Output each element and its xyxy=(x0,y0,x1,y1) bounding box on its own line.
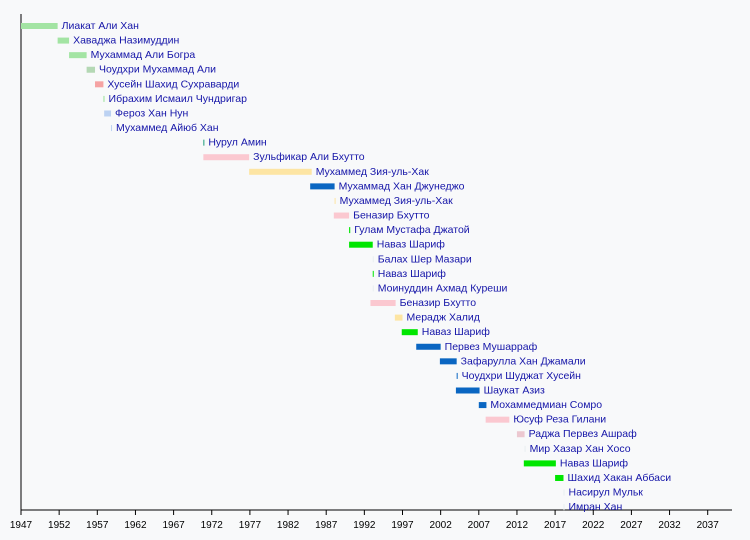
term-bar xyxy=(416,343,441,350)
term-bar xyxy=(349,227,351,234)
x-tick-label: 2002 xyxy=(430,520,453,531)
term-bar xyxy=(310,183,335,190)
term-bar xyxy=(524,445,526,452)
term-bar xyxy=(111,125,113,132)
term-bar xyxy=(86,66,96,73)
x-tick-label: 1992 xyxy=(353,520,376,531)
term-bar xyxy=(334,197,336,204)
x-tick-label: 1962 xyxy=(124,520,147,531)
term-bar xyxy=(563,504,565,511)
term-bar xyxy=(103,95,105,102)
labels-group: Лиакат Али Хан Хаваджа Назимуддин Мухаммад… xyxy=(62,20,672,513)
term-bar xyxy=(455,387,480,394)
x-tick-label: 1947 xyxy=(10,520,33,531)
term-bar xyxy=(104,110,112,117)
x-tick-label: 2037 xyxy=(697,520,720,531)
term-bar xyxy=(203,139,205,146)
term-bar xyxy=(478,402,487,409)
x-tick-label: 1957 xyxy=(86,520,109,531)
term-label: Хусейн Шахид Сухраварди xyxy=(107,78,239,90)
term-label: Лиакат Али Хан xyxy=(62,20,140,32)
term-label: Мухаммад Али Богра xyxy=(91,49,196,61)
term-bar xyxy=(555,474,564,481)
term-label: Мохаммедмиан Сомро xyxy=(490,399,602,411)
term-label: Мухаммед Айюб Хан xyxy=(116,122,219,134)
term-bar xyxy=(394,314,403,321)
x-tick-label: 1987 xyxy=(315,520,338,531)
term-label: Наваз Шариф xyxy=(560,457,629,469)
x-tick-label: 1972 xyxy=(201,520,224,531)
x-tick-label: 2022 xyxy=(582,520,605,531)
term-bar xyxy=(401,329,418,336)
term-label: Мир Хазар Хан Хосо xyxy=(530,443,631,455)
term-bar xyxy=(439,358,457,365)
term-label: Юсуф Реза Гилани xyxy=(513,414,606,426)
term-label: Первез Мушарраф xyxy=(445,341,538,353)
term-bar xyxy=(203,154,250,161)
term-label: Чоудхри Мухаммад Али xyxy=(99,64,216,76)
term-bar xyxy=(349,241,373,248)
term-bar xyxy=(563,489,565,496)
term-bar xyxy=(372,285,374,292)
term-label: Балах Шер Мазари xyxy=(378,253,472,265)
term-bar xyxy=(516,431,525,438)
term-label: Зульфикар Али Бхутто xyxy=(253,151,365,163)
x-tick-label: 2017 xyxy=(544,520,567,531)
x-tick-label: 2027 xyxy=(620,520,643,531)
term-bar xyxy=(69,52,87,59)
term-label: Шаукат Азиз xyxy=(484,385,545,397)
x-tick-label: 1982 xyxy=(277,520,300,531)
term-label: Ибрахим Исмаил Чундригар xyxy=(109,93,248,105)
term-label: Мухаммад Хан Джунеджо xyxy=(339,180,465,192)
term-label: Беназир Бхутто xyxy=(400,297,477,309)
term-bar xyxy=(370,300,396,307)
term-bar xyxy=(372,256,374,263)
x-tick-label: 2007 xyxy=(468,520,491,531)
term-label: Нурул Амин xyxy=(208,137,267,149)
x-tick-label: 1977 xyxy=(239,520,262,531)
x-ticks-group: 1947 1952 1957 1962 1967 1972 1977 1982 1987 1992… xyxy=(10,510,719,531)
term-label: Наваз Шариф xyxy=(377,239,446,251)
x-tick-label: 1952 xyxy=(48,520,71,531)
term-bar xyxy=(372,270,374,277)
x-tick-label: 1997 xyxy=(391,520,414,531)
term-bar xyxy=(456,372,458,379)
term-bar xyxy=(249,168,312,175)
term-label: Чоудхри Шуджат Хусейн xyxy=(462,370,581,382)
term-label: Наваз Шариф xyxy=(422,326,491,338)
x-tick-label: 2032 xyxy=(658,520,681,531)
x-tick-label: 1967 xyxy=(162,520,185,531)
term-label: Мухаммед Зия-уль-Хак xyxy=(316,166,430,178)
term-label: Мухаммед Зия-уль-Хак xyxy=(340,195,454,207)
term-label: Моинуддин Ахмад Куреши xyxy=(378,282,508,294)
term-label: Шахид Хакан Аббаси xyxy=(567,472,671,484)
term-bar xyxy=(95,81,104,88)
term-label: Имран Хан xyxy=(568,501,622,513)
bars-group xyxy=(21,23,565,511)
term-label: Насирул Мульк xyxy=(568,487,643,499)
term-label: Раджа Первез Ашраф xyxy=(529,428,638,440)
term-label: Фероз Хан Нун xyxy=(115,107,189,119)
term-label: Беназир Бхутто xyxy=(353,210,430,222)
term-label: Мерадж Халид xyxy=(407,312,480,324)
term-label: Наваз Шариф xyxy=(378,268,447,280)
term-bar xyxy=(485,416,510,423)
term-bar xyxy=(57,37,70,44)
term-bar xyxy=(21,23,58,29)
term-bar xyxy=(523,460,556,467)
term-label: Гулам Мустафа Джатой xyxy=(354,224,470,236)
term-label: Зафарулла Хан Джамали xyxy=(461,355,586,367)
term-bar xyxy=(333,212,350,219)
x-tick-label: 2012 xyxy=(506,520,529,531)
term-label: Хаваджа Назимуддин xyxy=(73,35,179,47)
